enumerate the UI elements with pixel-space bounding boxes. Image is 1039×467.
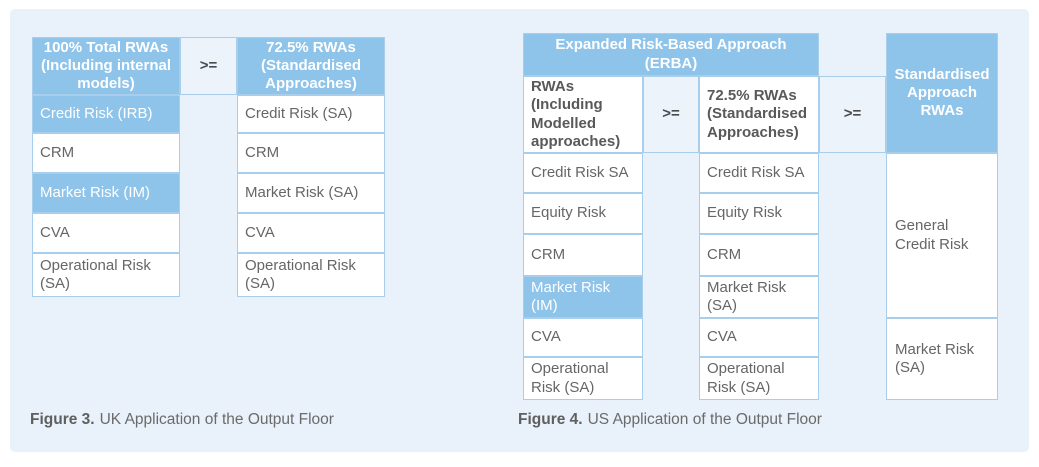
fig3-right-cell-2: Market Risk (SA) [237, 173, 385, 213]
fig3-left-cell-0: Credit Risk (IRB) [32, 95, 180, 133]
fig3-left-cell-4: Operational Risk (SA) [32, 253, 180, 297]
fig4-left-cell-1: Equity Risk [523, 193, 643, 234]
fig3-operator: >= [180, 37, 237, 95]
fig4-middle-cell-3: Market Risk (SA) [699, 276, 819, 318]
fig4-middle-cell-4: CVA [699, 318, 819, 357]
fig4-left-cell-3: Market Risk (IM) [523, 276, 643, 318]
figure4-caption-text: US Application of the Output Floor [587, 411, 822, 428]
fig4-middle-cell-1: Equity Risk [699, 193, 819, 234]
figure4-caption: Figure 4. US Application of the Output Fl… [518, 411, 822, 429]
fig3-left-cell-1: CRM [32, 133, 180, 173]
figure3-caption-text: UK Application of the Output Floor [99, 411, 334, 428]
fig4-subheader-left: RWAs (Including Modelled approaches) [523, 76, 643, 153]
figure3-caption-label: Figure 3. [30, 411, 95, 428]
figure4-table: Expanded Risk-Based Approach (ERBA) RWAs… [523, 33, 998, 400]
fig4-erba-header: Expanded Risk-Based Approach (ERBA) [523, 33, 819, 76]
fig4-middle-cell-5: Operational Risk (SA) [699, 357, 819, 400]
fig4-middle-cell-2: CRM [699, 234, 819, 276]
fig4-left-cell-4: CVA [523, 318, 643, 357]
fig4-operator-2: >= [819, 76, 886, 153]
fig4-left-cell-2: CRM [523, 234, 643, 276]
fig4-header-right: Standardised Approach RWAs [886, 33, 998, 153]
fig3-right-cell-1: CRM [237, 133, 385, 173]
fig4-left-cell-5: Operational Risk (SA) [523, 357, 643, 400]
fig4-left-cell-0: Credit Risk SA [523, 153, 643, 193]
fig3-right-cell-3: CVA [237, 213, 385, 253]
fig3-right-cell-4: Operational Risk (SA) [237, 253, 385, 297]
fig3-right-cell-0: Credit Risk (SA) [237, 95, 385, 133]
fig3-header-left: 100% Total RWAs (Including internal mode… [32, 37, 180, 95]
fig4-operator-1: >= [643, 76, 699, 153]
figure3-caption: Figure 3. UK Application of the Output Fl… [30, 411, 334, 429]
fig3-left-cell-3: CVA [32, 213, 180, 253]
figure3-table: 100% Total RWAs (Including internal mode… [32, 37, 385, 297]
figure4-caption-label: Figure 4. [518, 411, 583, 428]
fig4-right-cell-0: General Credit Risk [886, 153, 998, 318]
fig3-header-right: 72.5% RWAs (Standardised Approaches) [237, 37, 385, 95]
fig4-subheader-middle: 72.5% RWAs (Standardised Approaches) [699, 76, 819, 153]
fig3-left-cell-2: Market Risk (IM) [32, 173, 180, 213]
fig4-middle-cell-0: Credit Risk SA [699, 153, 819, 193]
fig4-right-cell-1: Market Risk (SA) [886, 318, 998, 400]
